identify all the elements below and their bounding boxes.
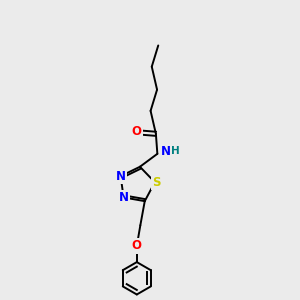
- Text: O: O: [131, 125, 141, 138]
- Text: N: N: [118, 191, 129, 204]
- Text: N: N: [116, 170, 126, 183]
- Text: H: H: [171, 146, 180, 157]
- Text: S: S: [152, 176, 160, 189]
- Text: N: N: [160, 145, 171, 158]
- Text: O: O: [132, 239, 142, 252]
